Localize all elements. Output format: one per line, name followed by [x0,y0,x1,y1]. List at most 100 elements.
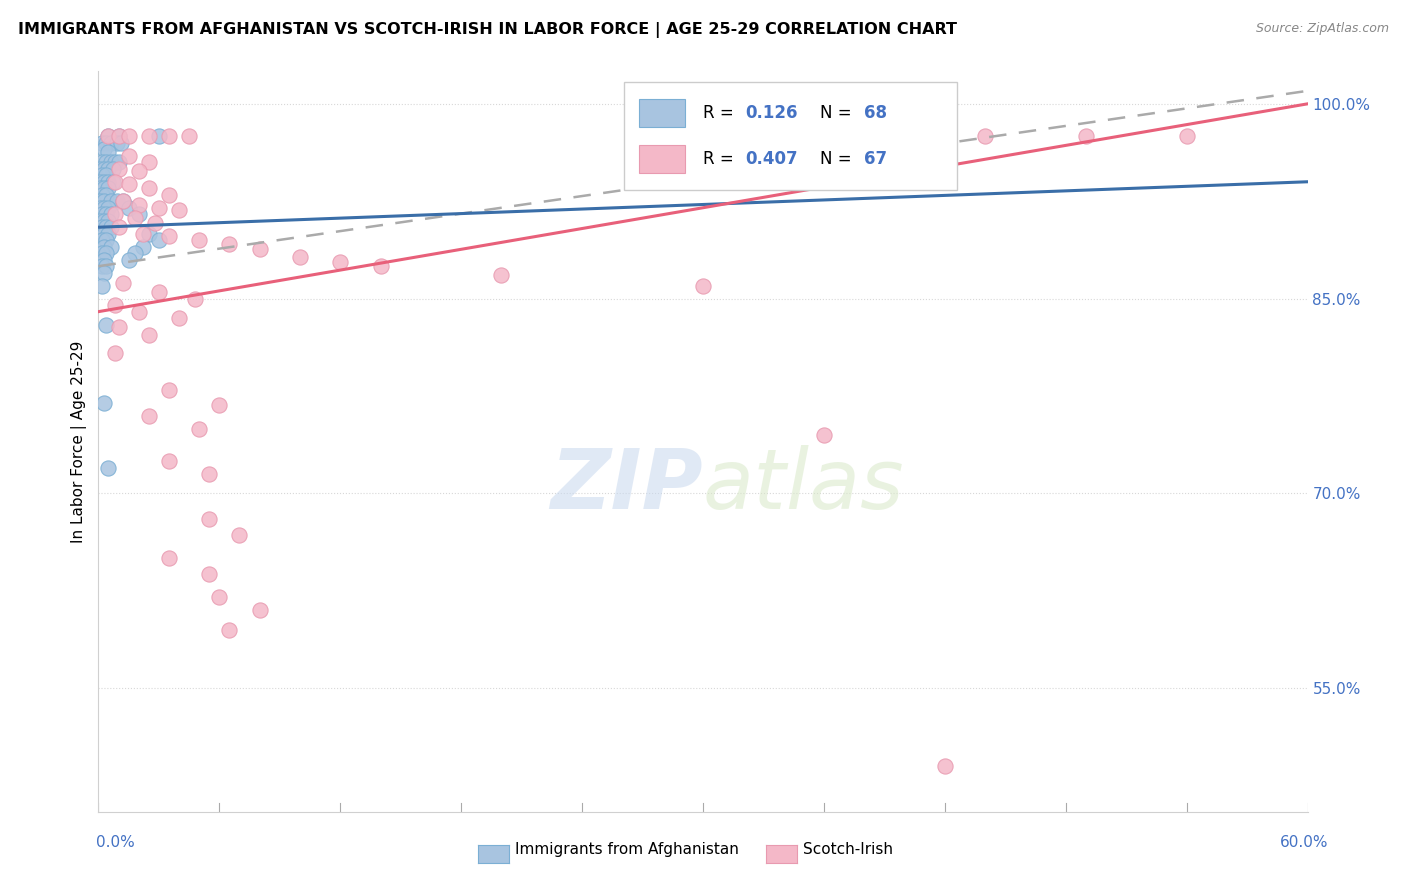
Point [96,136,118,150]
Point [93,161,115,176]
Text: 0.407: 0.407 [745,150,799,168]
Point [93,175,115,189]
Point [100,155,122,169]
Point [96,246,118,260]
Point [157,229,180,244]
Point [91,233,114,247]
Point [188,421,211,435]
Point [934,759,956,773]
Point [128,304,150,318]
Point [96,259,118,273]
Point [179,129,201,144]
Point [93,142,115,156]
Text: Source: ZipAtlas.com: Source: ZipAtlas.com [1256,22,1389,36]
Point [128,207,150,221]
Point [198,567,221,582]
Point [148,233,170,247]
Point [96,155,118,169]
Point [100,207,122,221]
Text: 0.126: 0.126 [745,103,797,122]
Point [198,512,221,526]
Point [138,155,160,169]
Point [101,161,124,176]
Point [157,454,180,468]
Point [107,129,129,144]
Point [91,259,114,273]
Point [184,292,207,306]
Point [103,175,125,189]
Point [157,383,180,397]
Point [198,467,221,481]
Point [157,551,180,566]
Point [148,201,170,215]
Point [96,233,118,247]
Point [89,161,111,176]
Point [105,136,128,150]
Point [692,278,714,293]
Point [97,175,120,189]
Point [118,252,141,267]
Point [128,198,150,212]
Point [733,129,755,144]
Text: 67: 67 [863,150,887,168]
Point [491,268,513,283]
Point [103,298,125,312]
Point [167,311,190,326]
Text: Immigrants from Afghanistan: Immigrants from Afghanistan [515,842,738,856]
Point [853,129,876,144]
Point [100,194,122,209]
Bar [638,145,685,173]
Point [249,603,271,617]
Point [124,211,146,226]
Point [218,623,240,637]
Point [93,194,115,209]
Point [118,129,141,144]
Point [143,216,166,230]
Point [91,187,114,202]
Point [132,240,155,254]
Point [97,213,120,227]
Point [89,213,111,227]
Point [974,129,997,144]
Text: ZIP: ZIP [550,445,703,526]
Point [157,187,180,202]
Point [93,227,115,241]
Point [107,155,129,169]
Text: Scotch-Irish: Scotch-Irish [803,842,893,856]
Text: IMMIGRANTS FROM AFGHANISTAN VS SCOTCH-IRISH IN LABOR FORCE | AGE 25-29 CORRELATI: IMMIGRANTS FROM AFGHANISTAN VS SCOTCH-IR… [18,22,957,38]
Point [118,178,141,192]
Point [111,194,134,209]
Point [208,591,231,605]
Point [208,398,231,412]
Point [188,233,211,247]
Point [89,194,111,209]
Bar [638,99,685,127]
Point [103,207,125,221]
Point [91,136,114,150]
Point [93,213,115,227]
Point [97,129,120,144]
Point [91,168,114,182]
Text: 68: 68 [863,103,887,122]
Point [93,395,115,409]
Point [914,129,936,144]
Point [93,252,115,267]
Point [138,227,160,241]
Point [93,201,115,215]
Point [329,255,352,269]
Point [148,285,170,300]
Point [91,246,114,260]
Text: atlas: atlas [703,445,904,526]
Point [1175,129,1198,144]
Point [249,242,271,256]
Point [107,129,129,144]
Point [138,409,160,423]
FancyBboxPatch shape [624,82,957,190]
Point [93,240,115,254]
Point [97,201,120,215]
Point [97,129,120,144]
Point [97,181,120,195]
Point [100,240,122,254]
Point [138,129,160,144]
Point [124,246,146,260]
